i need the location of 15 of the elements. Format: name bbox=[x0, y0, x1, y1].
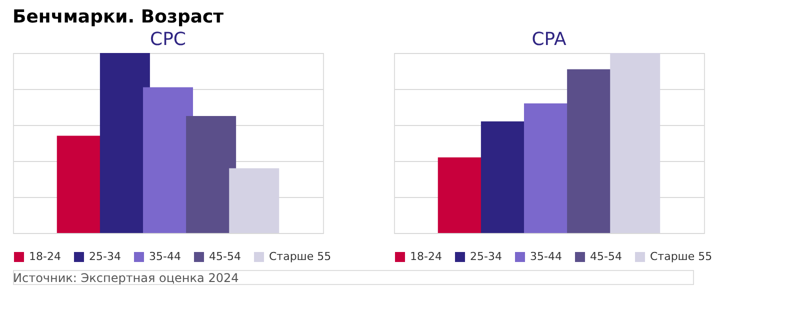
series-label: 18-24 bbox=[410, 250, 442, 263]
legend-label: Старше 55 bbox=[650, 250, 712, 263]
text: Бенчмарки. Возраст bbox=[12, 6, 224, 28]
legend-label: 18-24 bbox=[29, 250, 61, 263]
chart-title: CPC bbox=[150, 29, 186, 50]
bar bbox=[186, 116, 236, 233]
legend-label: 45-54 bbox=[590, 250, 622, 263]
chart-title: CPA bbox=[532, 29, 567, 50]
legend-label: 35-44 bbox=[149, 250, 181, 263]
legend-label: Старше 55 bbox=[269, 250, 332, 263]
legend-label: 35-44 bbox=[530, 250, 562, 263]
legend-label: 25-34 bbox=[470, 250, 502, 263]
text: Источник: Экспертная оценка 2024 bbox=[13, 271, 239, 285]
legend-label: 25-34 bbox=[89, 250, 121, 263]
legend-label: 45-54 bbox=[209, 250, 241, 263]
